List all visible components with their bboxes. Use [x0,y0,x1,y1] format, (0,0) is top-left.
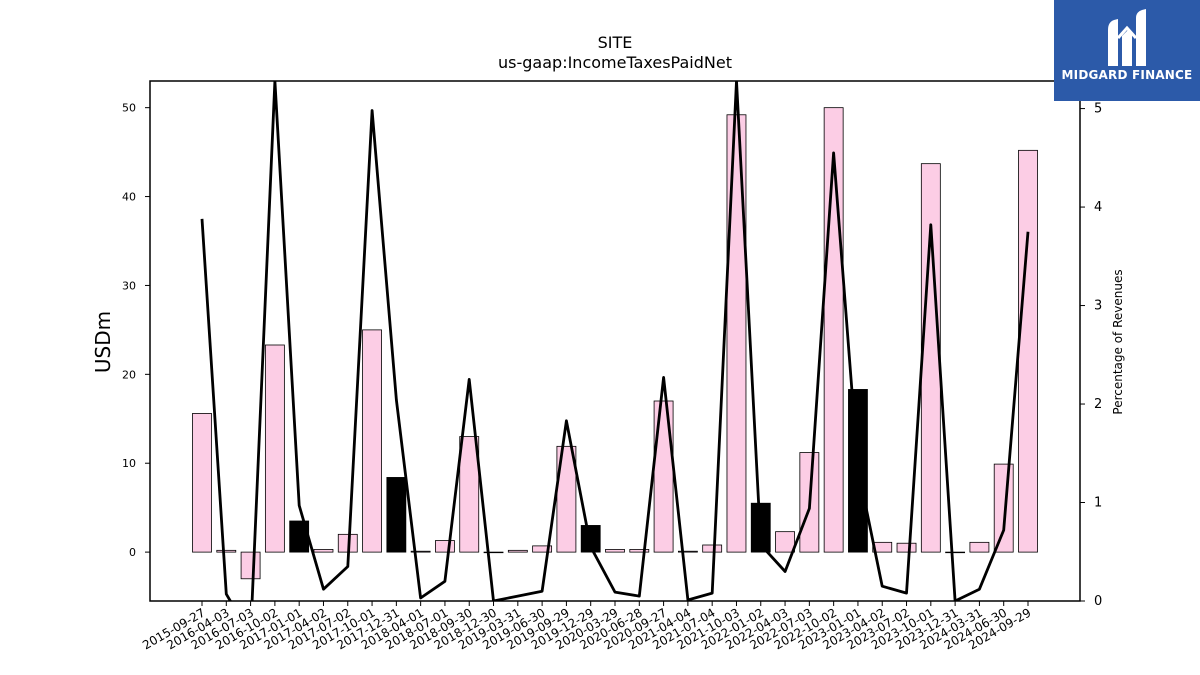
bar [969,541,990,553]
y2-axis-label: Percentage of Revenues [1111,269,1125,414]
bar [605,549,625,553]
y2-tick-label: 4 [1094,200,1102,215]
brand-logo: MIDGARD FINANCE [1054,0,1200,101]
bar [677,550,698,553]
chart-subtitle: us-gaap:IncomeTaxesPaidNet [498,53,732,72]
bar [192,413,212,553]
bar [775,531,795,553]
bar [507,549,528,553]
plot-area: 010203040500123452015-09-272016-04-03201… [122,80,1102,652]
series-line [200,81,1030,601]
chart-title: SITE [598,33,633,52]
y2-tick-label: 3 [1094,299,1102,314]
bar [556,445,577,553]
bar [993,463,1014,553]
bar [653,400,674,553]
bar [1018,149,1038,553]
bar [459,436,480,553]
bar [580,525,601,553]
bar [483,551,504,554]
y-tick-label: 30 [122,279,136,292]
bar [920,163,941,553]
y-tick-label: 0 [129,546,136,559]
bar [702,544,723,553]
y2-tick-label: 0 [1094,594,1102,609]
y-tick-label: 50 [122,102,136,115]
bar [264,344,285,553]
bar [216,549,237,553]
y-axis-label: USDm [91,311,115,373]
logo-mark-icon [1108,9,1146,66]
y2-tick-label: 2 [1094,397,1102,412]
bar [362,329,382,553]
bar [386,477,407,553]
bar [435,540,455,553]
logo-text: MIDGARD FINANCE [1061,68,1193,82]
bar [896,542,917,553]
y-tick-label: 40 [122,191,136,204]
bar [823,107,844,553]
bar [240,551,261,580]
y-tick-label: 20 [122,368,136,381]
bar [872,541,893,553]
bar [945,551,966,554]
bar [410,550,431,553]
bar [532,545,553,553]
y-tick-label: 10 [122,457,136,470]
bar [726,114,747,553]
y2-tick-label: 5 [1094,102,1102,117]
y2-tick-label: 1 [1094,496,1102,511]
bar [313,549,334,553]
bar [629,549,650,553]
